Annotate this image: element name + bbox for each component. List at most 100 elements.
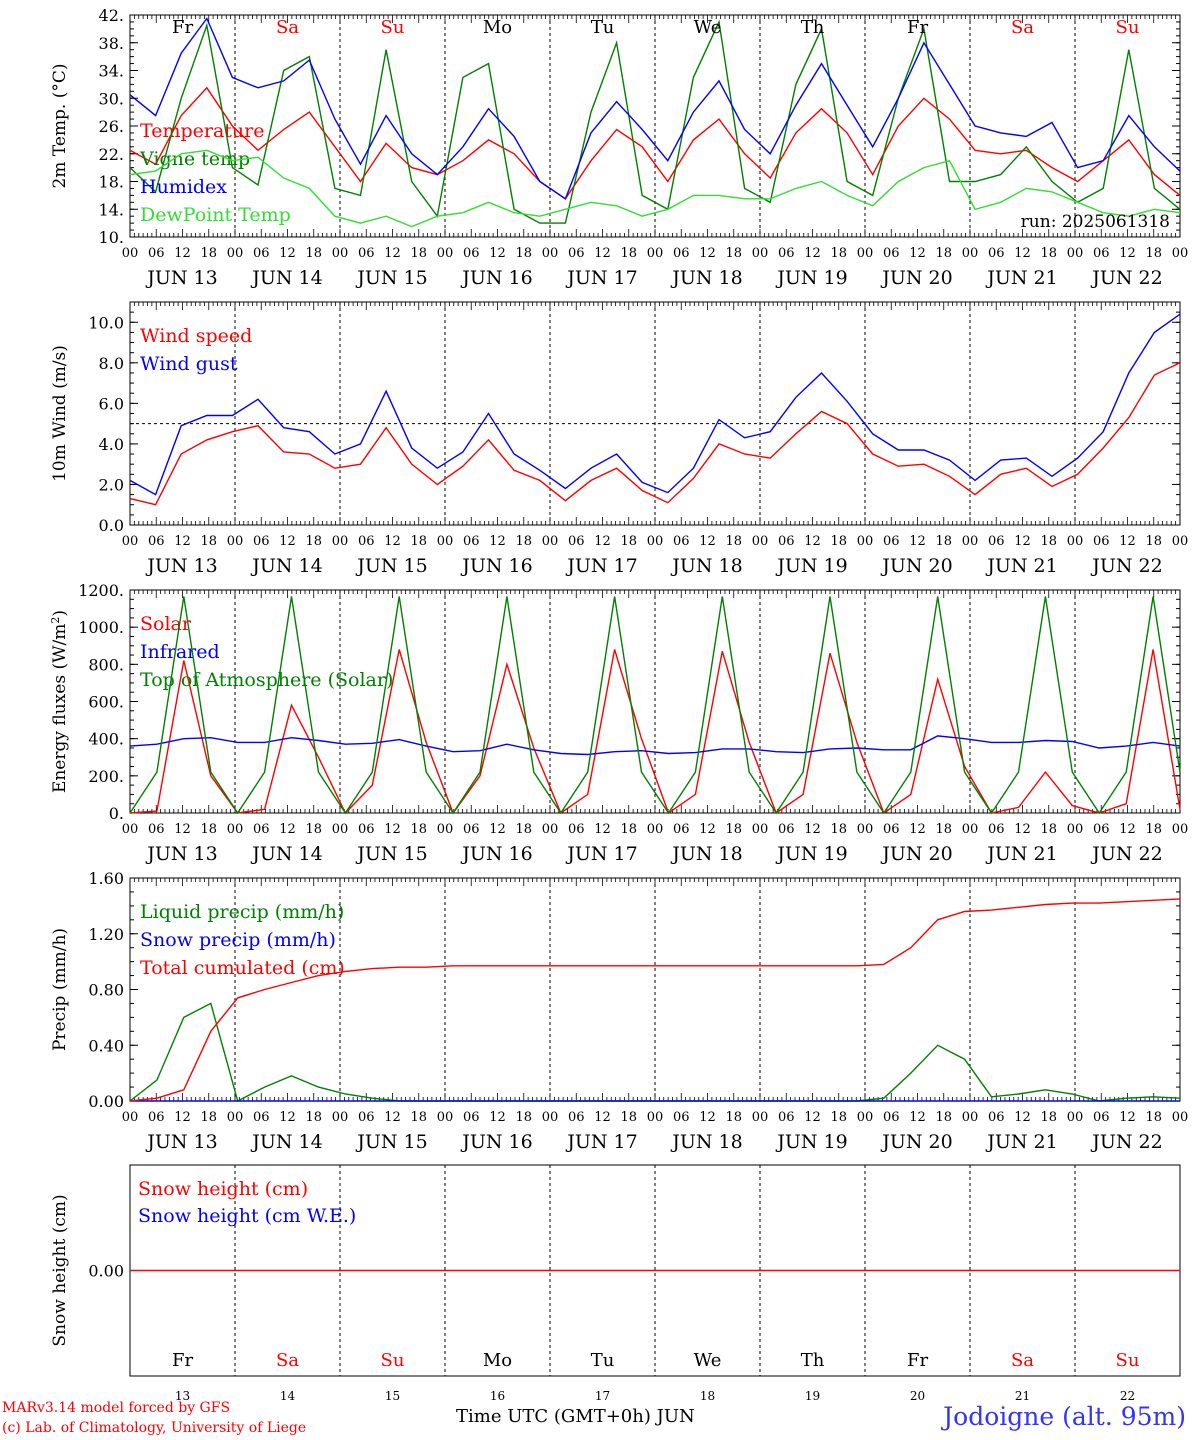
y-tick-label: 14. (99, 200, 124, 219)
hour-label: 18 (410, 1110, 427, 1125)
series-line-3 (129, 898, 1181, 1102)
hour-label: 06 (463, 246, 480, 261)
hour-label: 06 (148, 246, 165, 261)
hour-label: 18 (410, 534, 427, 549)
hour-label: 18 (1040, 822, 1057, 837)
hour-label: 12 (174, 1110, 191, 1125)
day-number: 18 (700, 1389, 715, 1403)
date-label: JUN 18 (670, 267, 742, 289)
day-name: Sa (276, 17, 299, 38)
date-label: JUN 13 (145, 843, 217, 865)
day-name: Mo (483, 1350, 512, 1371)
y-tick-label: 26. (99, 117, 124, 136)
hour-label: 00 (857, 534, 874, 549)
hour-label: 18 (935, 534, 952, 549)
hour-label: 00 (332, 1110, 349, 1125)
hour-label: 12 (594, 822, 611, 837)
hour-label: 18 (1040, 1110, 1057, 1125)
hour-label: 12 (1014, 822, 1031, 837)
time-axis-title-text: Time UTC (GMT+0h) (456, 1406, 651, 1427)
hour-label: 12 (699, 246, 716, 261)
hour-label: 06 (568, 822, 585, 837)
hour-label: 06 (673, 1110, 690, 1125)
hour-label: 18 (830, 822, 847, 837)
legend-entry: Top of Atmosphere (Solar) (140, 669, 393, 691)
y-tick-label: 4.0 (99, 435, 124, 454)
hour-label: 12 (804, 534, 821, 549)
hour-label: 06 (463, 1110, 480, 1125)
hour-label: 06 (778, 534, 795, 549)
y-tick-label: 10. (99, 228, 124, 247)
hour-label: 00 (647, 246, 664, 261)
hour-label: 00 (857, 246, 874, 261)
y-tick-label: 0.00 (88, 1092, 124, 1111)
hour-label: 00 (752, 534, 769, 549)
hour-label: 00 (332, 822, 349, 837)
date-label: JUN 14 (250, 555, 322, 577)
hour-label: 00 (962, 1110, 979, 1125)
date-label: JUN 21 (985, 267, 1057, 289)
panel-3: 0. 200. 400. 600. 800. 1000. 1200. Energy fluxe… (49, 581, 1188, 865)
hour-label: 12 (1014, 534, 1031, 549)
hour-label: 18 (200, 822, 217, 837)
hour-label: 12 (489, 822, 506, 837)
hour-label: 18 (935, 1110, 952, 1125)
hour-label: 00 (1067, 534, 1084, 549)
hour-label: 18 (305, 822, 322, 837)
hour-label: 06 (778, 822, 795, 837)
hour-label: 06 (253, 1110, 270, 1125)
series-line-1 (129, 649, 1181, 815)
y-tick-label: 1.20 (88, 925, 124, 944)
hour-label: 06 (673, 822, 690, 837)
day-number: 17 (595, 1389, 610, 1403)
hour-label: 12 (699, 1110, 716, 1125)
hour-label: 06 (988, 1110, 1005, 1125)
day-number: 16 (490, 1389, 505, 1403)
hour-label: 18 (830, 534, 847, 549)
hour-label: 18 (515, 822, 532, 837)
model-credit-line2: (c) Lab. of Climatology, University of L… (2, 1420, 307, 1436)
date-label: JUN 21 (985, 555, 1057, 577)
day-name: Fr (172, 17, 193, 38)
legend-entry: Temperature (140, 120, 264, 142)
hour-label: 00 (437, 246, 454, 261)
hour-label: 06 (358, 1110, 375, 1125)
day-name: Fr (907, 1350, 928, 1371)
hour-label: 00 (1067, 1110, 1084, 1125)
hour-label: 06 (568, 246, 585, 261)
hour-label: 00 (227, 1110, 244, 1125)
day-number: 13 (175, 1389, 190, 1403)
hour-label: 12 (279, 1110, 296, 1125)
day-name: Sa (1011, 17, 1034, 38)
hour-label: 18 (1145, 822, 1162, 837)
date-label: JUN 19 (775, 843, 847, 865)
hour-label: 18 (620, 534, 637, 549)
hour-label: 12 (279, 534, 296, 549)
run-label: run: 2025061318 (1021, 212, 1170, 232)
hour-label: 06 (1093, 534, 1110, 549)
day-name: Mo (483, 17, 512, 38)
y-tick-label: 0.0 (99, 516, 124, 535)
hour-label: 00 (122, 1110, 139, 1125)
series-line-1 (129, 86, 1181, 200)
y-axis-label: 2m Temp. (°C) (50, 63, 70, 188)
hour-label: 06 (988, 822, 1005, 837)
y-axis-label: Snow height (cm) (50, 1194, 70, 1346)
y-tick-label: 18. (99, 173, 124, 192)
date-label: JUN 21 (985, 843, 1057, 865)
date-label: JUN 16 (460, 843, 532, 865)
hour-label: 18 (1040, 534, 1057, 549)
hour-label: 12 (909, 534, 926, 549)
date-label: JUN 16 (460, 267, 532, 289)
day-number: 14 (280, 1389, 296, 1403)
day-name: Tu (591, 17, 615, 38)
hour-label: 12 (489, 534, 506, 549)
date-label: JUN 13 (145, 267, 217, 289)
y-tick-label: 2.0 (99, 475, 124, 494)
hour-label: 12 (279, 822, 296, 837)
hour-label: 18 (1145, 534, 1162, 549)
hour-label: 06 (568, 534, 585, 549)
hour-label: 06 (988, 534, 1005, 549)
date-label: JUN 13 (145, 555, 217, 577)
y-tick-label: 0.80 (88, 981, 124, 1000)
